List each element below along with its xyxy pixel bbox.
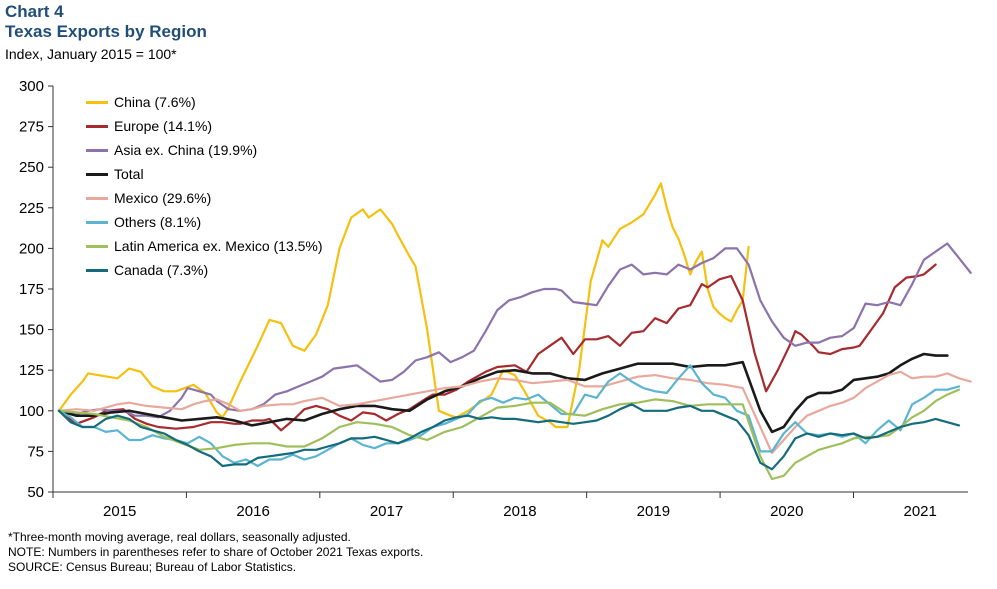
footnotes: *Three-month moving average, real dollar… xyxy=(8,530,423,575)
x-tick-label: 2021 xyxy=(904,503,937,520)
legend-swatch xyxy=(86,172,108,176)
legend-swatch xyxy=(86,268,108,272)
x-tick-label: 2017 xyxy=(370,503,403,520)
chart-label: Chart 4 xyxy=(5,2,64,21)
footnote-method: *Three-month moving average, real dollar… xyxy=(8,530,351,544)
legend-item: Europe (14.1%) xyxy=(86,114,323,138)
legend-label: Asia ex. China (19.9%) xyxy=(114,142,258,158)
series-line xyxy=(57,370,972,455)
legend-label: Total xyxy=(114,166,144,182)
x-tick-label: 2020 xyxy=(770,503,803,520)
legend-swatch xyxy=(86,244,108,248)
y-tick-label: 300 xyxy=(19,78,44,95)
y-tick-label: 50 xyxy=(27,484,44,501)
series-line xyxy=(57,352,949,434)
legend-label: China (7.6%) xyxy=(114,94,196,110)
series-line xyxy=(57,182,750,429)
legend-item: Total xyxy=(86,162,323,186)
legend-label: Mexico (29.6%) xyxy=(114,190,212,206)
legend-label: Canada (7.3%) xyxy=(114,262,209,278)
x-tick-label: 2016 xyxy=(236,503,269,520)
legend-swatch xyxy=(86,220,108,224)
y-tick-label: 250 xyxy=(19,159,44,176)
series-line xyxy=(57,388,961,481)
legend-item: Latin America ex. Mexico (13.5%) xyxy=(86,234,323,258)
legend-item: Others (8.1%) xyxy=(86,210,323,234)
legend-item: Mexico (29.6%) xyxy=(86,186,323,210)
x-tick-label: 2018 xyxy=(503,503,536,520)
legend-swatch xyxy=(86,148,108,152)
series-line xyxy=(57,403,961,471)
legend-swatch xyxy=(86,100,108,104)
footnote-note: NOTE: Numbers in parentheses refer to sh… xyxy=(8,545,424,559)
chart-title: Texas Exports by Region xyxy=(5,22,207,41)
y-tick-label: 150 xyxy=(19,322,44,339)
x-tick-label: 2019 xyxy=(637,503,670,520)
chart-subtitle: Index, January 2015 = 100* xyxy=(5,46,177,62)
legend-label: Latin America ex. Mexico (13.5%) xyxy=(114,238,323,254)
y-tick-label: 275 xyxy=(19,119,44,136)
x-tick-label: 2015 xyxy=(103,503,136,520)
legend-item: China (7.6%) xyxy=(86,90,323,114)
y-tick-label: 75 xyxy=(27,443,44,460)
legend-swatch xyxy=(86,124,108,128)
legend-label: Europe (14.1%) xyxy=(114,118,213,134)
series-line xyxy=(57,263,937,432)
chart-legend: China (7.6%) Europe (14.1%) Asia ex. China… xyxy=(86,90,323,282)
series-line xyxy=(57,242,972,419)
legend-item: Asia ex. China (19.9%) xyxy=(86,138,323,162)
y-tick-label: 125 xyxy=(19,362,44,379)
legend-label: Others (8.1%) xyxy=(114,214,202,230)
footnote-source: SOURCE: Census Bureau; Bureau of Labor S… xyxy=(8,560,297,574)
y-tick-label: 175 xyxy=(19,281,44,298)
legend-swatch xyxy=(86,196,108,200)
y-tick-label: 200 xyxy=(19,240,44,257)
y-tick-label: 225 xyxy=(19,200,44,217)
y-tick-label: 100 xyxy=(19,403,44,420)
legend-item: Canada (7.3%) xyxy=(86,258,323,282)
